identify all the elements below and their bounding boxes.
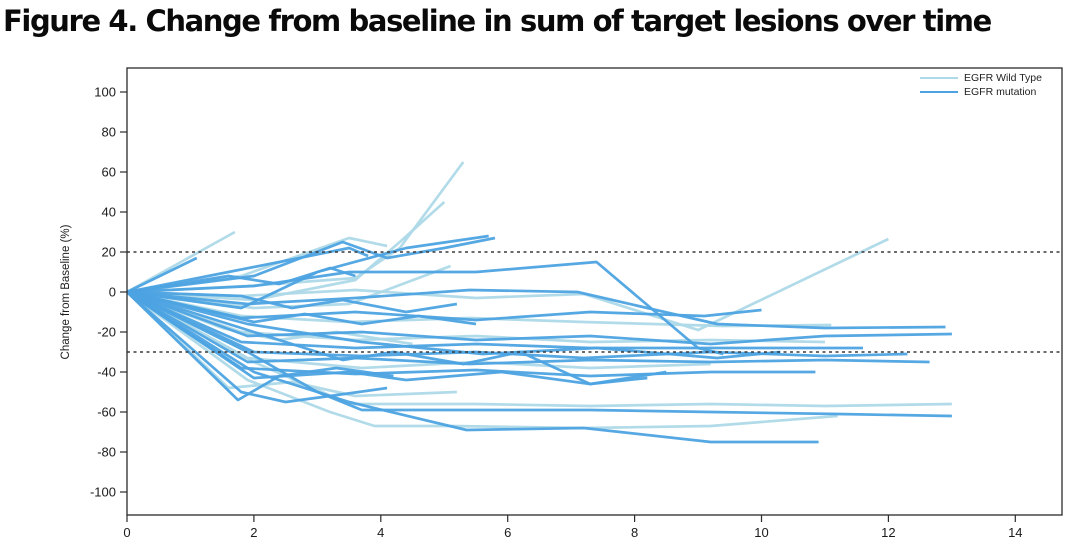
wild-type-line-swatch: [920, 77, 958, 79]
figure-title: Figure 4. Change from baseline in sum of…: [3, 4, 992, 38]
patient-line-mutation: [127, 236, 496, 294]
x-tick-label: 6: [504, 525, 511, 540]
patient-line-mutation: [127, 256, 198, 294]
y-tick-label: 0: [109, 285, 116, 300]
x-tick-label: 10: [754, 525, 768, 540]
y-tick-label: -100: [90, 485, 116, 500]
y-tick-label: 80: [102, 125, 116, 140]
patient-line-mutation: [127, 290, 667, 386]
patient-line-mutation: [127, 290, 477, 326]
x-tick-label: 12: [881, 525, 895, 540]
x-tick-label: 14: [1008, 525, 1022, 540]
x-tick-label: 4: [377, 525, 384, 540]
y-tick-label: 20: [102, 245, 116, 260]
x-tick-label: 0: [123, 525, 130, 540]
legend-item-wild-type: EGFR Wild Type: [920, 72, 1042, 84]
y-tick-label: -20: [97, 325, 116, 340]
patient-line-mutation: [127, 246, 369, 294]
legend-item-mutation: EGFR mutation: [920, 86, 1042, 98]
y-tick-label: -40: [97, 365, 116, 380]
mutation-line-swatch: [920, 91, 958, 93]
patient-line-mutation: [127, 291, 394, 402]
legend-label-wild-type: EGFR Wild Type: [964, 72, 1042, 84]
y-tick-label: 40: [102, 205, 116, 220]
patient-line-mutation: [127, 290, 819, 444]
patient-line-mutation: [127, 290, 458, 314]
patient-line-wild_type: [127, 290, 832, 328]
legend-label-mutation: EGFR mutation: [964, 86, 1037, 98]
y-tick-label: -60: [97, 405, 116, 420]
series-layer: [127, 161, 952, 444]
patient-line-mutation: [127, 290, 388, 404]
x-tick-label: 8: [631, 525, 638, 540]
plot-frame: [126, 67, 1063, 516]
chart-legend: EGFR Wild Type EGFR mutation: [920, 72, 1042, 98]
patient-line-mutation: [127, 266, 356, 294]
patient-line-mutation: [127, 290, 863, 350]
y-tick-label: -80: [97, 445, 116, 460]
x-tick-label: 2: [250, 525, 257, 540]
patient-line-mutation: [127, 290, 781, 360]
y-tick-label: 100: [94, 85, 116, 100]
y-tick-label: 60: [102, 165, 116, 180]
patient-line-mutation: [127, 290, 952, 418]
